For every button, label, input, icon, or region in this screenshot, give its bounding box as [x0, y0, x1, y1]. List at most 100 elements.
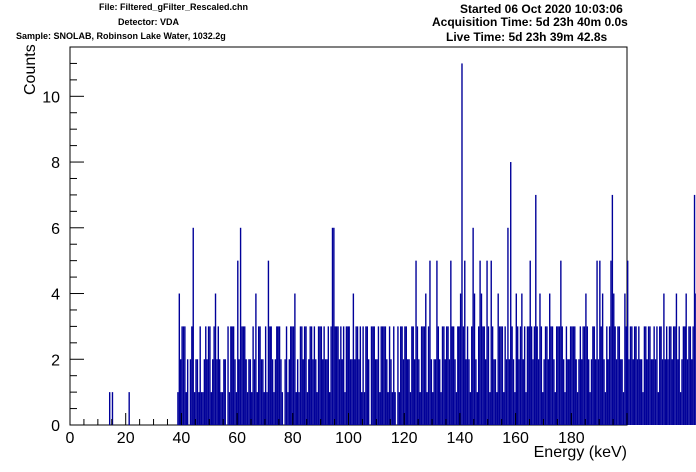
histogram-bar — [191, 326, 193, 425]
histogram-bar — [397, 326, 399, 425]
histogram-bar — [472, 227, 474, 425]
histogram-bar — [317, 326, 320, 425]
histogram-bar — [557, 326, 559, 425]
histogram-bar — [599, 260, 601, 425]
histogram-bar — [420, 326, 423, 425]
histogram-bar — [682, 326, 685, 425]
histogram-bar — [203, 359, 206, 425]
histogram-bar — [259, 326, 261, 425]
histogram-bar — [340, 326, 342, 425]
histogram-bar — [498, 326, 501, 425]
histogram-bar — [510, 162, 512, 426]
histogram-bar — [586, 326, 589, 425]
histogram-bar — [430, 359, 433, 425]
histogram-bar — [441, 326, 444, 425]
histogram-bar — [267, 260, 270, 425]
detector-label: Detector: VDA — [118, 17, 180, 27]
histogram-bar — [582, 326, 584, 425]
histogram-bar — [594, 359, 597, 425]
histogram-bar — [224, 359, 226, 425]
x-tick-label: 100 — [335, 430, 362, 447]
histogram-bar — [471, 326, 473, 425]
histogram-bar — [301, 326, 303, 425]
histogram-bar — [238, 359, 240, 425]
histogram-bar — [567, 359, 569, 425]
histogram-bar — [216, 359, 218, 425]
histogram-bar — [585, 293, 587, 425]
histogram-bar — [246, 392, 249, 425]
histogram-bar — [613, 293, 615, 425]
histogram-bar — [633, 326, 636, 425]
histogram-bar — [198, 392, 200, 425]
histogram-bar — [597, 359, 600, 425]
histogram-bar — [614, 326, 616, 425]
histogram-bar — [519, 326, 522, 425]
histogram-bar — [227, 326, 229, 425]
histogram-bar — [670, 326, 672, 425]
y-tick-label: 2 — [51, 352, 60, 369]
histogram-bar — [445, 326, 448, 425]
histogram-bar — [542, 392, 544, 425]
histogram-bar — [214, 293, 217, 425]
histogram-bar — [205, 326, 207, 425]
histogram-bar — [610, 260, 612, 425]
histogram-bar — [361, 392, 363, 425]
histogram-bar — [555, 326, 558, 425]
histogram-bar — [540, 326, 543, 425]
histogram-bar — [561, 326, 563, 425]
histogram-bar — [316, 392, 318, 425]
y-axis: 0 2 4 6 8 10 — [42, 46, 84, 435]
histogram-bar — [379, 392, 381, 425]
histogram-bar — [685, 293, 687, 425]
histogram-bar — [251, 392, 253, 425]
histogram-bar — [544, 326, 547, 425]
histogram-bar — [330, 326, 332, 425]
histogram-bar — [592, 326, 594, 425]
histogram-bar — [388, 326, 391, 425]
histogram-bar — [596, 260, 598, 425]
histogram-bar — [478, 326, 480, 425]
histogram-bar — [355, 326, 357, 425]
histogram-bar — [213, 326, 215, 425]
histogram-bar — [128, 392, 130, 425]
histogram-bar — [473, 293, 476, 425]
histogram-bar — [402, 359, 405, 425]
histogram-bar — [433, 359, 435, 425]
histogram-bar — [294, 293, 296, 425]
histogram-bar — [489, 392, 491, 425]
histogram-bar — [207, 326, 210, 425]
histogram-bar — [543, 359, 545, 425]
histogram-bar — [618, 326, 621, 425]
histogram-bar — [437, 326, 440, 425]
histogram-bar — [380, 326, 382, 425]
histogram-bar — [656, 326, 658, 425]
histogram-bar — [245, 359, 247, 425]
x-tick-label: 0 — [66, 430, 75, 447]
histogram-bar — [461, 63, 463, 425]
histogram-bar — [310, 326, 313, 425]
histogram-bar — [405, 326, 407, 425]
histogram-bar — [313, 326, 316, 425]
histogram-bar — [370, 326, 373, 425]
histogram-bar — [185, 392, 187, 425]
histogram-bar — [199, 326, 201, 425]
histogram-bar — [668, 326, 671, 425]
histogram-bar — [381, 326, 384, 425]
histogram-bar — [347, 326, 349, 425]
histogram-bar — [217, 326, 219, 425]
histogram-bar — [628, 359, 630, 425]
x-tick-label: 120 — [391, 430, 418, 447]
histogram-bar — [615, 359, 618, 425]
histogram-bar — [493, 359, 495, 425]
histogram-bar — [290, 326, 292, 425]
histogram-bar — [400, 326, 402, 425]
histogram-bar — [642, 392, 644, 425]
histogram-bar — [505, 359, 508, 425]
histogram-bar — [295, 392, 297, 425]
histogram-bar — [331, 227, 334, 425]
histogram-bar — [496, 392, 498, 425]
histogram-bar — [334, 326, 336, 425]
histogram-bar — [398, 392, 401, 425]
histogram-bar — [523, 326, 526, 425]
histogram-bar — [663, 293, 665, 425]
